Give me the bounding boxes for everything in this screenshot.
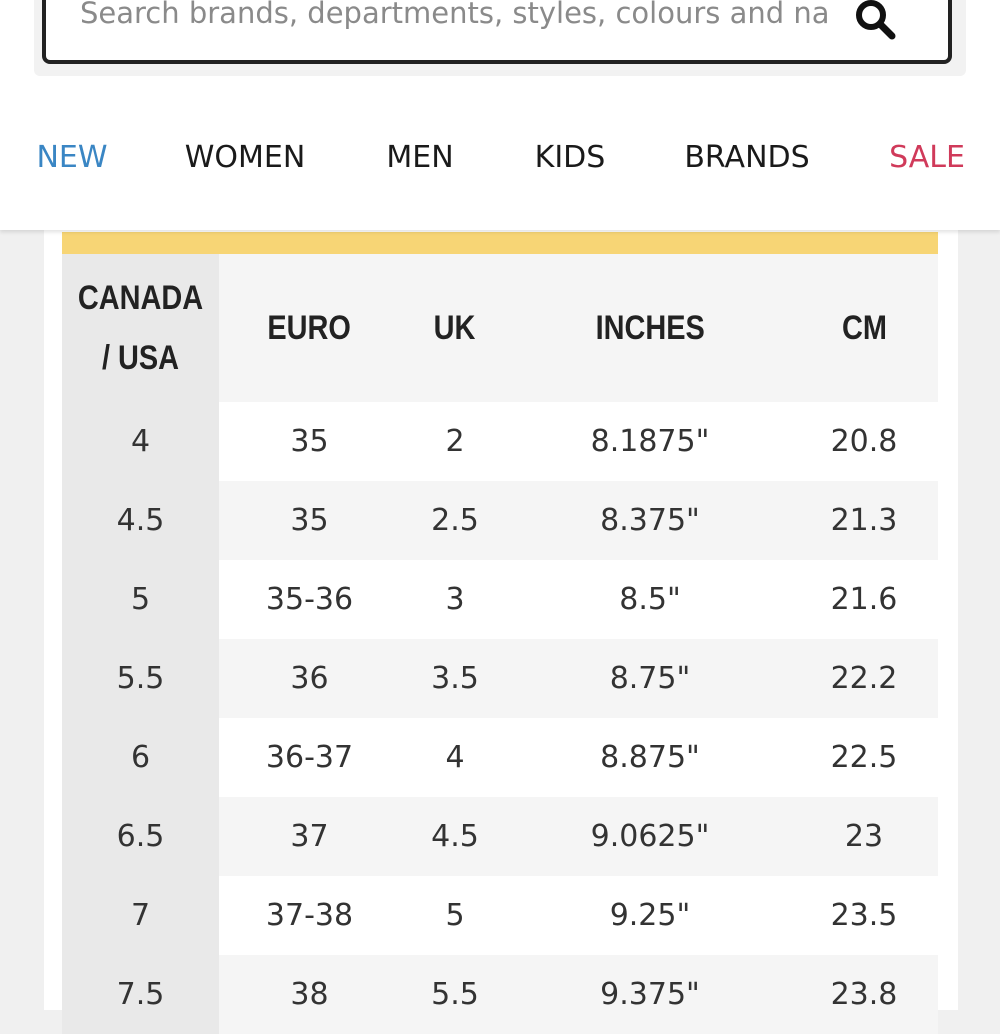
table-header-cell: INCHES [510, 254, 790, 402]
header-text: CANADA / USA [77, 279, 204, 377]
page: Search brands, departments, styles, colo… [0, 0, 1000, 1012]
table-cell: 37-38 [219, 876, 400, 955]
table-cell: 8.875" [510, 718, 790, 797]
table-cell: 23.8 [790, 955, 938, 1034]
table-cell: 5.5 [400, 955, 510, 1034]
table-cell: 35-36 [219, 560, 400, 639]
table-cell: 7.5 [62, 955, 219, 1034]
table-cell: 23 [790, 797, 938, 876]
table-cell: 7 [62, 876, 219, 955]
header: Search brands, departments, styles, colo… [0, 0, 1000, 230]
table-cell: 4.5 [400, 797, 510, 876]
search-box[interactable]: Search brands, departments, styles, colo… [42, 0, 952, 64]
table-cell: 4 [400, 718, 510, 797]
table-cell: 22.2 [790, 639, 938, 718]
table-header-cell: CM [790, 254, 938, 402]
table-cell: 3 [400, 560, 510, 639]
table-cell: 36 [219, 639, 400, 718]
table-cell: 37 [219, 797, 400, 876]
table-cell: 22.5 [790, 718, 938, 797]
table-cell: 5 [400, 876, 510, 955]
table-cell: 20.8 [790, 402, 938, 481]
header-text: INCHES [595, 309, 705, 347]
accent-bar [62, 232, 938, 254]
table-cell: 4.5 [62, 481, 219, 560]
search-area: Search brands, departments, styles, colo… [34, 0, 966, 76]
table-cell: 35 [219, 402, 400, 481]
nav-item[interactable]: WOMEN [184, 140, 306, 175]
table-cell: 8.1875" [510, 402, 790, 481]
table-cell: 9.25" [510, 876, 790, 955]
table-cell: 6.5 [62, 797, 219, 876]
table-cell: 9.0625" [510, 797, 790, 876]
table-cell: 38 [219, 955, 400, 1034]
nav-item[interactable]: SALE [889, 140, 965, 175]
nav-item[interactable]: NEW [36, 140, 108, 175]
table-cell: 6 [62, 718, 219, 797]
table-cell: 4 [62, 402, 219, 481]
table-cell: 5.5 [62, 639, 219, 718]
table-cell: 3.5 [400, 639, 510, 718]
table-cell: 35 [219, 481, 400, 560]
header-text: UK [434, 309, 476, 347]
table-cell: 5 [62, 560, 219, 639]
table-cell: 21.3 [790, 481, 938, 560]
table-cell: 8.75" [510, 639, 790, 718]
table-cell: 2.5 [400, 481, 510, 560]
nav-item[interactable]: BRANDS [684, 140, 810, 175]
table-cell: 21.6 [790, 560, 938, 639]
table-header-cell: EURO [219, 254, 400, 402]
table-cell: 8.375" [510, 481, 790, 560]
table-cell: 23.5 [790, 876, 938, 955]
table-cell: 8.5" [510, 560, 790, 639]
table-header-cell: UK [400, 254, 510, 402]
search-placeholder: Search brands, departments, styles, colo… [80, 0, 830, 30]
table-cell: 36-37 [219, 718, 400, 797]
table-header-cell: CANADA / USA [62, 254, 219, 402]
nav-item[interactable]: KIDS [534, 140, 606, 175]
search-icon[interactable] [854, 0, 898, 42]
table-cell: 2 [400, 402, 510, 481]
nav-item[interactable]: MEN [386, 140, 454, 175]
header-text: CM [841, 309, 887, 347]
header-text: EURO [267, 309, 352, 347]
table-cell: 9.375" [510, 955, 790, 1034]
